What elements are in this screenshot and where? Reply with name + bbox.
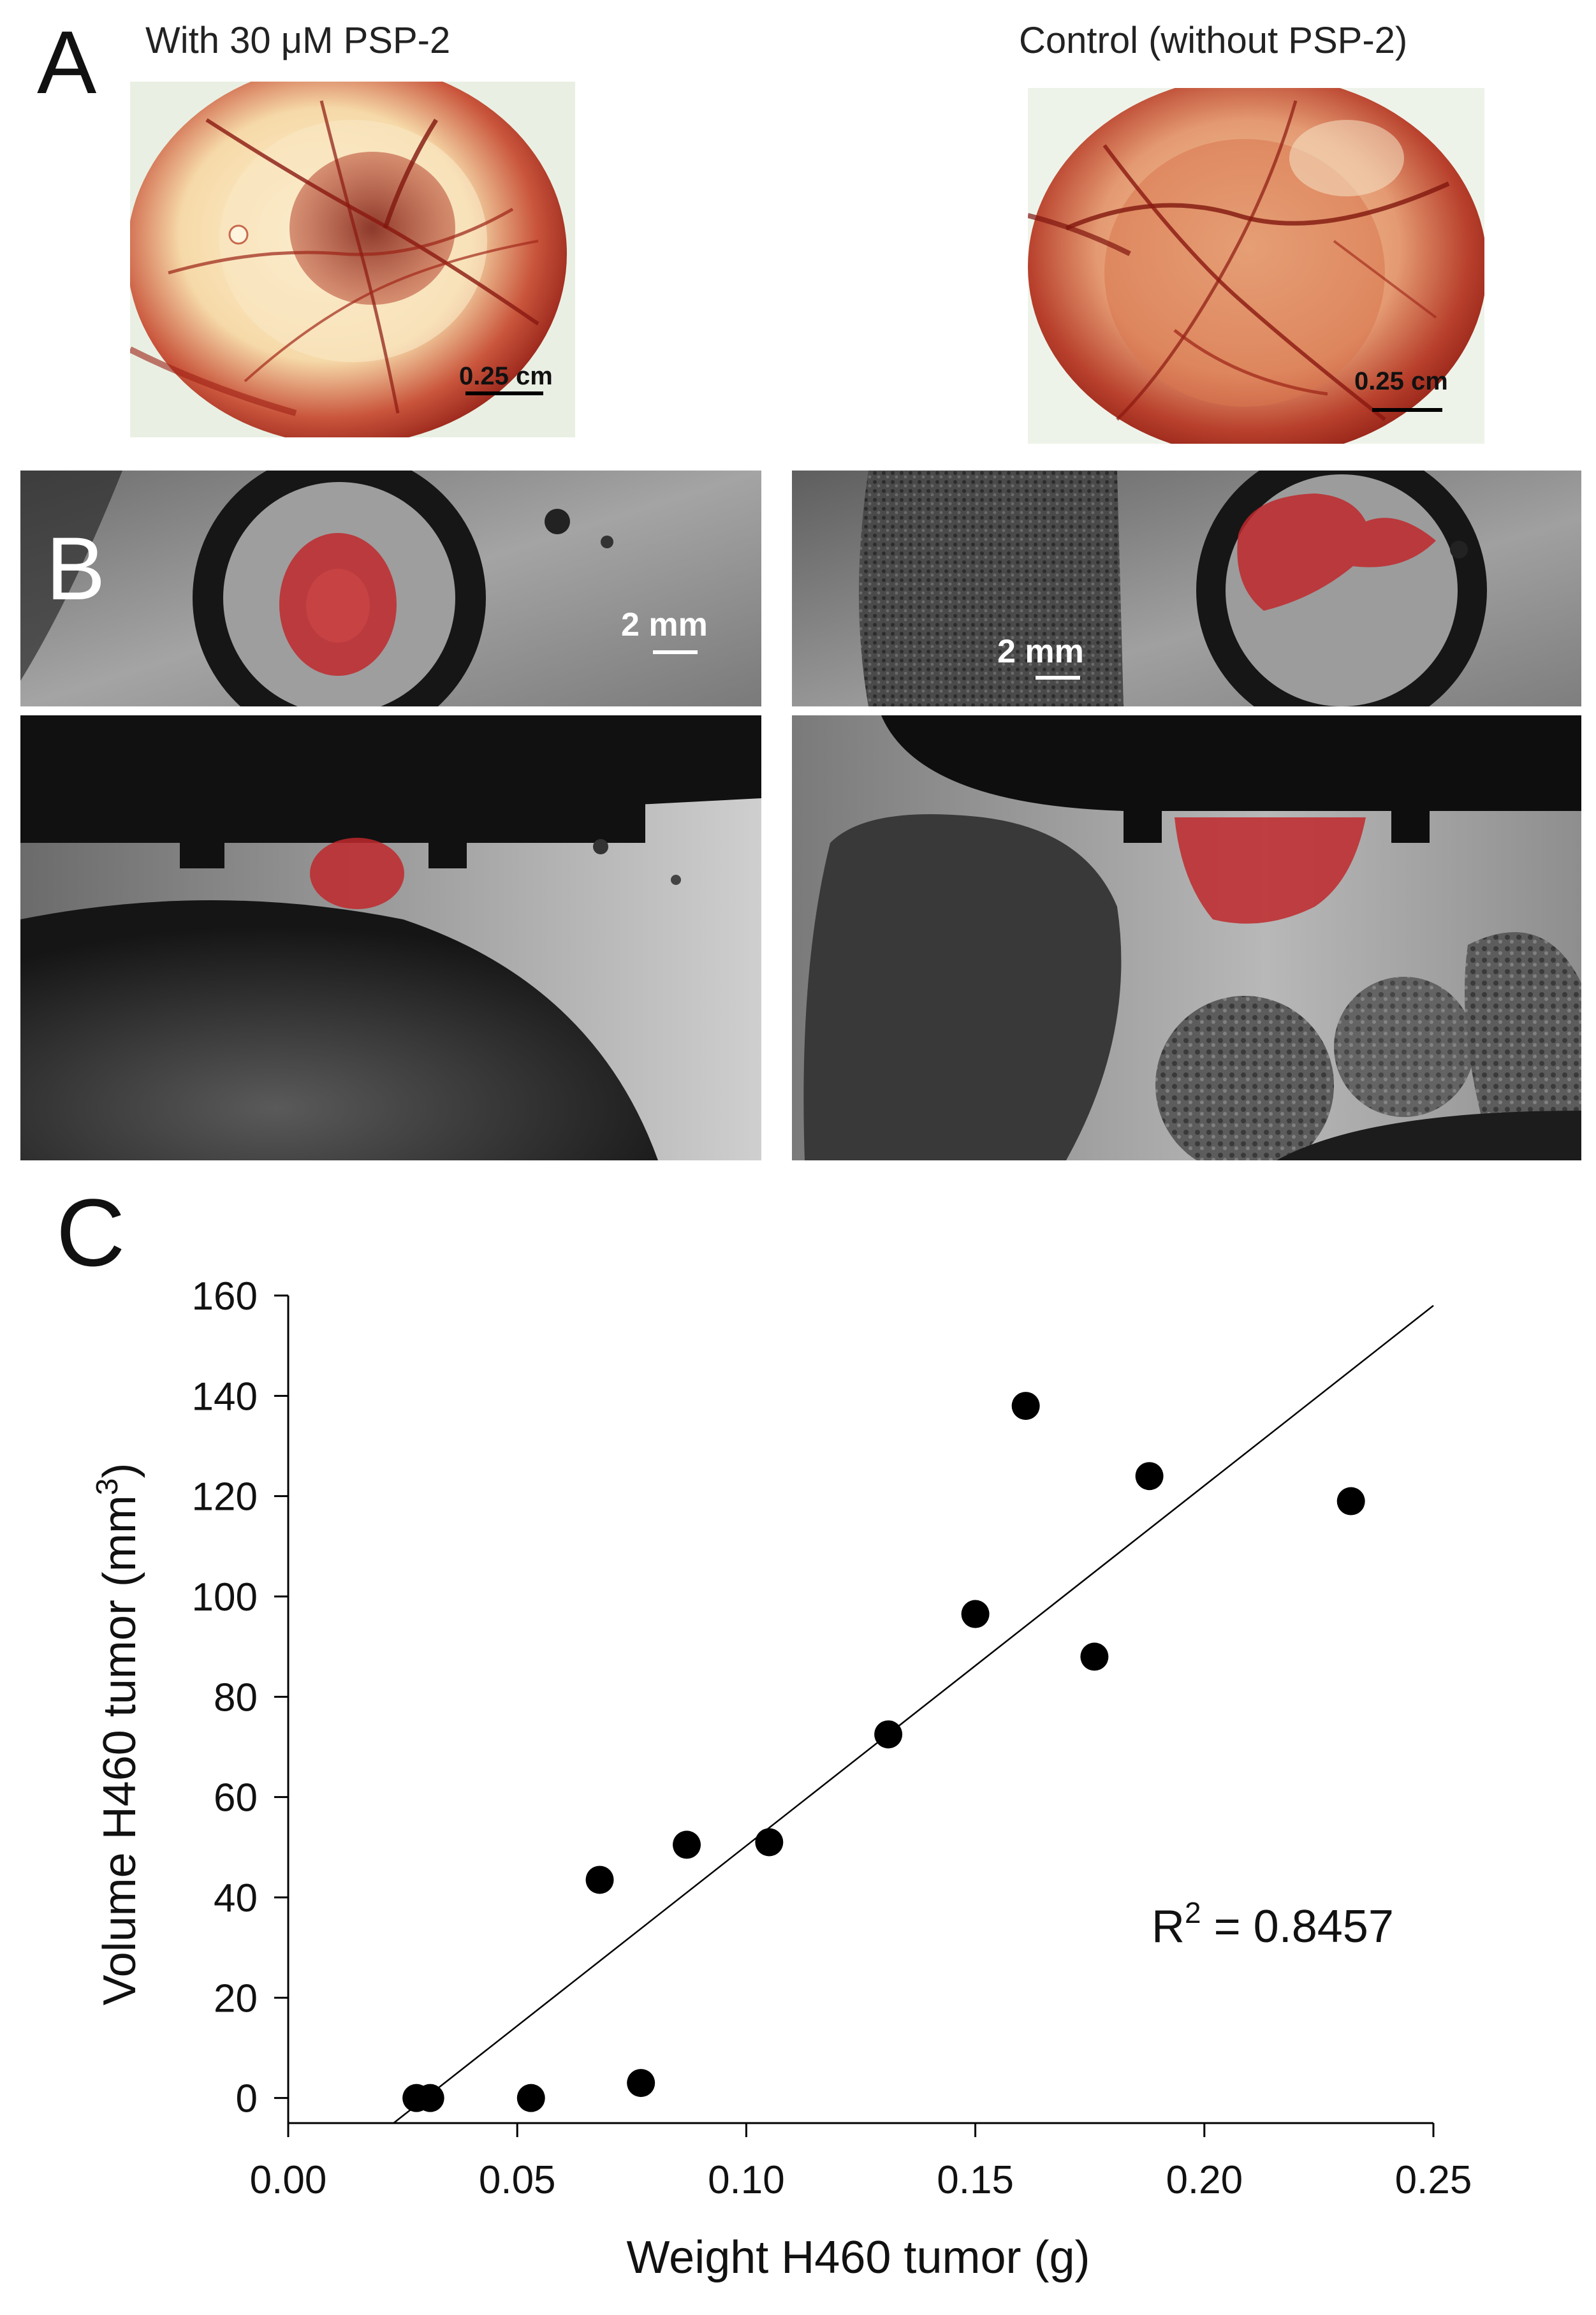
y-axis-label-sup: 3 [91, 1479, 124, 1496]
data-point [627, 2069, 655, 2098]
data-point [1336, 1487, 1365, 1515]
y-tick-label: 40 [214, 1876, 258, 1920]
y-tick-label: 20 [214, 1976, 258, 2020]
data-point [516, 2084, 545, 2112]
y-axis-label-main: Volume H460 tumor (mm [94, 1495, 145, 2005]
r-squared-base: R [1152, 1901, 1185, 1952]
data-point [755, 1828, 784, 1857]
data-point [1011, 1392, 1040, 1420]
x-tick-label: 0.20 [1166, 2158, 1243, 2202]
data-point [585, 1866, 614, 1894]
data-point [416, 2084, 444, 2112]
regression-line [393, 1304, 1434, 2124]
treated-mri-scale-label: 2 mm [621, 606, 708, 643]
data-point [1080, 1642, 1109, 1671]
panel-b-letter: B [46, 518, 106, 618]
panel-a-left-caption: With 30 μM PSP-2 [145, 20, 451, 61]
control-mri-coronal [792, 715, 1581, 1160]
trendline-group [393, 1304, 1434, 2124]
chart-axes [287, 1296, 1433, 2124]
y-tick-label: 100 [192, 1575, 258, 1619]
y-tick-label: 80 [214, 1676, 258, 1720]
r-squared-annotation: R2 = 0.8457 [1152, 1896, 1394, 1952]
y-tick-label: 60 [214, 1776, 258, 1820]
x-tick-label: 0.25 [1395, 2158, 1472, 2202]
r-squared-value: = 0.8457 [1201, 1901, 1394, 1952]
x-tick-label: 0.15 [937, 2158, 1014, 2202]
control-cam-photo: 0.25 cm [1028, 88, 1484, 444]
data-points-group [402, 1392, 1365, 2112]
y-tick-label: 140 [192, 1375, 258, 1419]
panel-a-right-caption: Control (without PSP-2) [1019, 20, 1408, 61]
y-tick-label: 120 [192, 1475, 258, 1519]
data-point [961, 1600, 990, 1628]
data-point [874, 1720, 903, 1749]
control-scale-label: 0.25 cm [1354, 367, 1448, 395]
treated-cam-photo: 0.25 cm [130, 82, 575, 437]
y-tick-label: 0 [236, 2077, 258, 2121]
y-tick-label: 160 [192, 1274, 258, 1318]
control-mri-scale-label: 2 mm [997, 633, 1084, 670]
treated-cam-illustration [130, 82, 575, 437]
treated-mri-coronal [20, 715, 761, 1160]
r-squared-sup: 2 [1185, 1896, 1201, 1929]
panel-a-letter: A [37, 12, 97, 112]
scatter-chart: 0.00 0.05 0.10 0.15 0.20 0.25 0 20 40 60 80 100 120 1… [91, 1274, 1472, 2283]
data-point [673, 1830, 701, 1859]
panel-c-letter: C [56, 1179, 126, 1286]
treated-scale-label: 0.25 cm [459, 362, 553, 390]
x-tick-label: 0.10 [708, 2158, 785, 2202]
control-mri-axial: 2 mm [792, 471, 1581, 706]
chart-labels: Weight H460 tumor (g) Volume H460 tumor … [91, 1463, 1394, 2283]
y-axis-label-close: ) [94, 1463, 145, 1479]
y-axis-label: Volume H460 tumor (mm3) [91, 1463, 145, 2006]
chart-ticks: 0.00 0.05 0.10 0.15 0.20 0.25 0 20 40 60 80 100 120 1… [192, 1274, 1472, 2202]
control-cam-illustration [1028, 88, 1484, 444]
data-point [1135, 1462, 1164, 1491]
x-axis-label: Weight H460 tumor (g) [627, 2232, 1090, 2283]
treated-mri-axial: B 2 mm [20, 471, 761, 706]
x-tick-label: 0.00 [250, 2158, 327, 2202]
x-tick-label: 0.05 [479, 2158, 556, 2202]
